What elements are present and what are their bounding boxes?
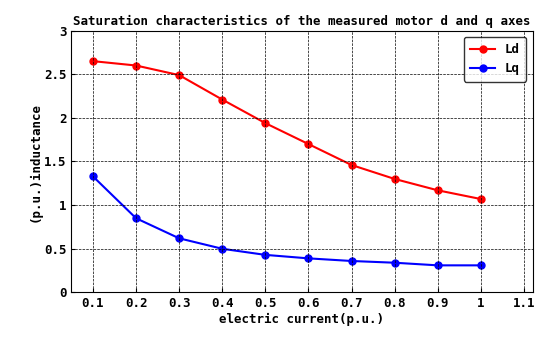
- Ld: [391, 177, 398, 181]
- Lq: [305, 256, 312, 260]
- Lq: [176, 236, 182, 240]
- Line: Ld: Ld: [89, 58, 484, 203]
- Ld: [434, 188, 441, 192]
- Lq: [348, 259, 355, 263]
- Lq: [434, 263, 441, 267]
- Ld: [176, 73, 182, 77]
- Ld: [305, 142, 312, 146]
- Lq: [478, 263, 484, 267]
- Lq: [89, 174, 96, 179]
- Title: Saturation characteristics of the measured motor d and q axes: Saturation characteristics of the measur…: [73, 15, 531, 28]
- Ld: [262, 121, 268, 125]
- Ld: [219, 98, 226, 102]
- Ld: [133, 64, 139, 68]
- Lq: [262, 253, 268, 257]
- Y-axis label: (p.u.)inductance: (p.u.)inductance: [28, 102, 41, 221]
- Ld: [348, 163, 355, 167]
- Line: Lq: Lq: [89, 173, 484, 269]
- Ld: [478, 197, 484, 201]
- Legend: Ld, Lq: Ld, Lq: [464, 37, 526, 82]
- Lq: [133, 216, 139, 220]
- X-axis label: electric current(p.u.): electric current(p.u.): [220, 313, 384, 326]
- Lq: [391, 261, 398, 265]
- Ld: [89, 59, 96, 63]
- Lq: [219, 247, 226, 251]
